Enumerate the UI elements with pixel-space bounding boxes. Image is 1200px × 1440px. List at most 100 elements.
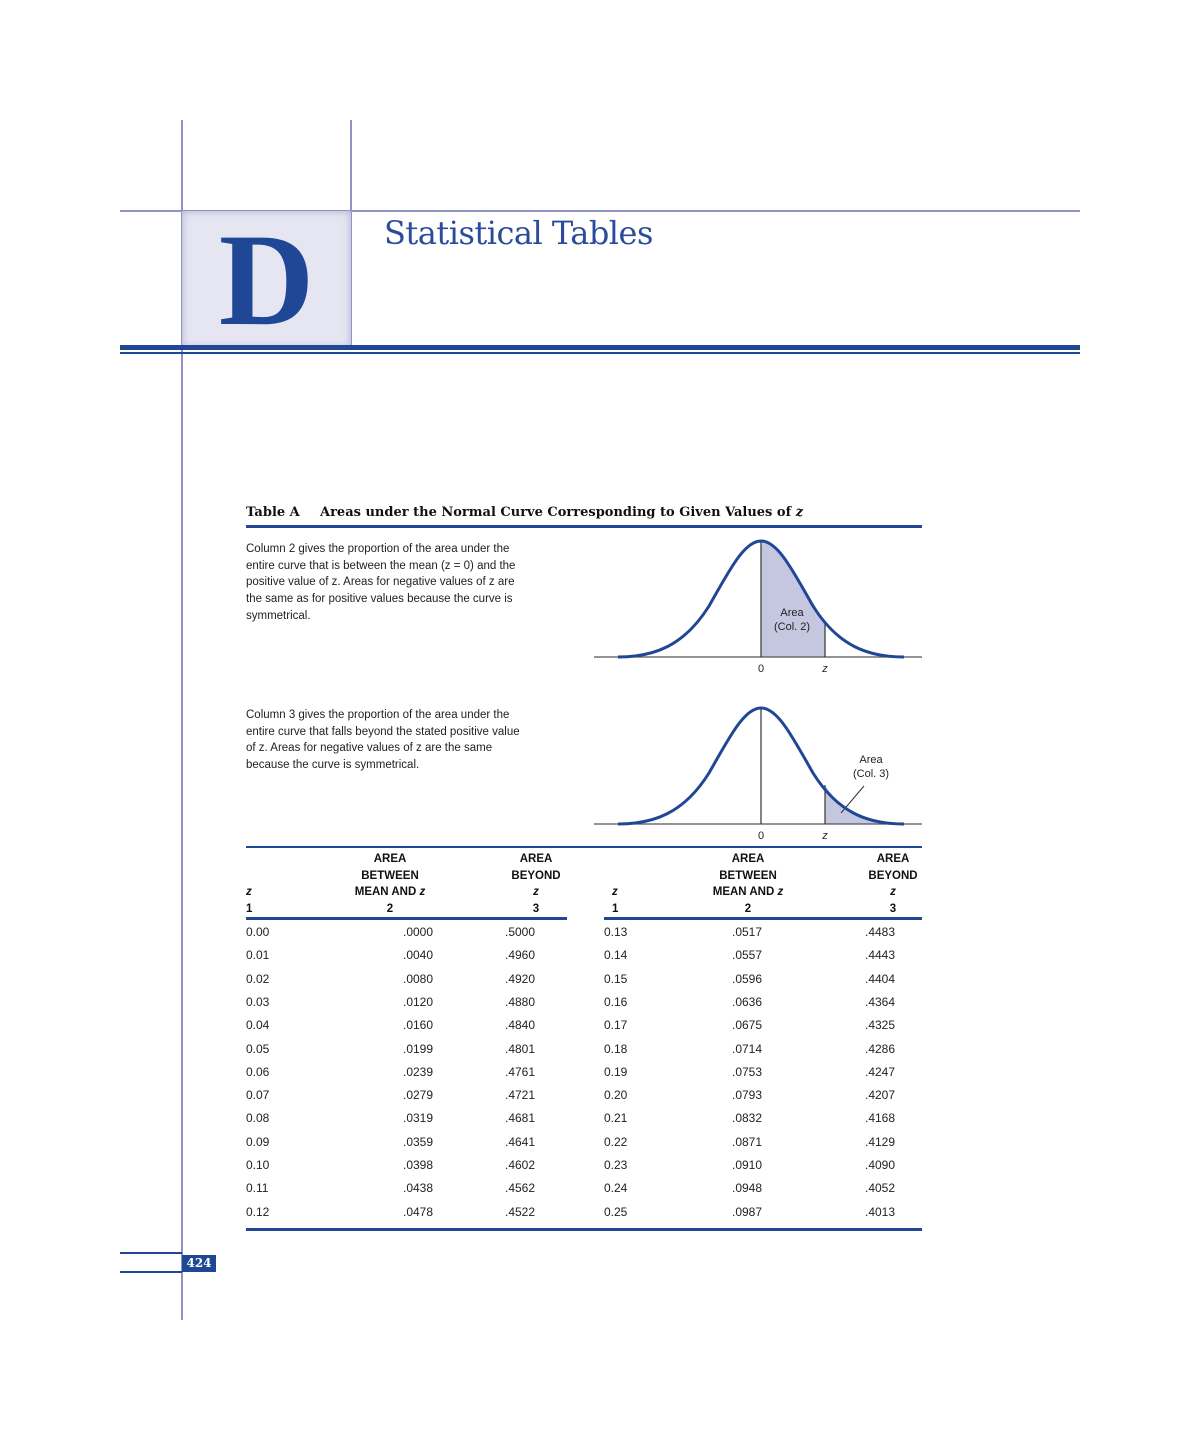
table-bottom-rule xyxy=(246,1228,922,1231)
area-beyond: .4129 xyxy=(865,1134,896,1149)
z-value: 0.03 xyxy=(246,994,270,1009)
table-title-variable: z xyxy=(795,505,804,520)
normal-curve-figure-col3: Area (Col. 3) 0 z xyxy=(594,706,922,842)
axis-z-label: z xyxy=(821,663,828,675)
z-value: 0.15 xyxy=(604,971,628,986)
z-value: 0.23 xyxy=(604,1158,628,1172)
area-col-label: (Col. 2) xyxy=(774,621,810,633)
area-between: .0753 xyxy=(732,1064,763,1079)
area-col-label: (Col. 3) xyxy=(853,768,889,780)
z-value: 0.04 xyxy=(246,1018,270,1033)
area-label: Area xyxy=(859,754,883,766)
area-beyond: .4325 xyxy=(865,1018,896,1033)
area-beyond: .4483 xyxy=(865,925,896,939)
table-title: Areas under the Normal Curve Correspondi… xyxy=(320,505,796,520)
right-header-col1: z 1 xyxy=(612,886,619,915)
area-between: .0040 xyxy=(403,948,434,963)
left-header-col2: AREA BETWEEN MEAN AND z 2 xyxy=(354,853,426,915)
right-header-col3: AREA BEYOND z 3 xyxy=(868,853,918,915)
area-between: .0832 xyxy=(732,1111,763,1126)
left-header-col1: z 1 xyxy=(246,886,253,915)
z-value: 0.06 xyxy=(246,1064,270,1079)
area-between: .0636 xyxy=(732,994,763,1009)
area-between: .0517 xyxy=(732,925,763,939)
z-value: 0.12 xyxy=(246,1204,270,1219)
right-header-rule xyxy=(604,917,922,920)
left-header-col3: AREA BEYOND z 3 xyxy=(511,853,561,915)
area-beyond: .4602 xyxy=(505,1158,536,1172)
area-between: .0557 xyxy=(732,948,763,963)
area-beyond: .4207 xyxy=(865,1088,896,1103)
area-beyond: .4364 xyxy=(865,994,896,1009)
area-beyond: .5000 xyxy=(505,925,536,939)
z-value: 0.20 xyxy=(604,1088,628,1103)
right-header-col2: AREA BETWEEN MEAN AND z 2 xyxy=(712,853,784,915)
area-between: .0596 xyxy=(732,971,763,986)
area-between: .0438 xyxy=(403,1181,434,1196)
left-header-rule xyxy=(246,917,567,920)
area-beyond: .4761 xyxy=(505,1064,536,1079)
area-beyond: .4286 xyxy=(865,1041,896,1056)
description-col2: Column 2 gives the proportion of the are… xyxy=(246,543,516,622)
z-value: 0.25 xyxy=(604,1204,628,1219)
shaded-area-between xyxy=(761,541,825,657)
description-col3: Column 3 gives the proportion of the are… xyxy=(246,709,520,772)
normal-curve xyxy=(617,706,905,826)
area-between: .0239 xyxy=(403,1064,434,1079)
area-beyond: .4404 xyxy=(865,971,896,986)
z-value: 0.00 xyxy=(246,925,270,939)
z-value: 0.18 xyxy=(604,1041,628,1056)
z-value: 0.16 xyxy=(604,994,628,1009)
area-between: .0160 xyxy=(403,1018,434,1033)
area-between: .0478 xyxy=(403,1204,434,1219)
area-between: .0910 xyxy=(732,1158,763,1172)
area-between: .0359 xyxy=(403,1134,434,1149)
area-between: .0319 xyxy=(403,1111,434,1126)
area-beyond: .4013 xyxy=(865,1204,896,1219)
z-value: 0.05 xyxy=(246,1041,270,1056)
area-between: .0948 xyxy=(732,1181,763,1196)
area-beyond: .4681 xyxy=(505,1111,536,1126)
area-beyond: .4522 xyxy=(505,1204,536,1219)
area-beyond: .4641 xyxy=(505,1134,536,1149)
area-label: Area xyxy=(780,607,804,619)
area-beyond: .4090 xyxy=(865,1158,896,1172)
area-beyond: .4801 xyxy=(505,1041,536,1056)
normal-curve xyxy=(617,539,905,659)
z-value: 0.21 xyxy=(604,1111,628,1126)
axis-z-label: z xyxy=(821,830,828,842)
z-value: 0.14 xyxy=(604,948,628,963)
area-beyond: .4052 xyxy=(865,1181,896,1196)
area-between: .0987 xyxy=(732,1204,763,1219)
shaded-area-beyond xyxy=(825,785,904,824)
table-label: Table A xyxy=(246,505,300,520)
area-between: .0714 xyxy=(732,1041,763,1056)
area-beyond: .4443 xyxy=(865,948,896,963)
frame-vertical-left xyxy=(181,120,183,1320)
area-beyond: .4960 xyxy=(505,948,536,963)
area-beyond: .4840 xyxy=(505,1018,536,1033)
z-value: 0.11 xyxy=(246,1181,269,1196)
area-between: .0279 xyxy=(403,1088,434,1103)
z-value: 0.10 xyxy=(246,1158,270,1172)
z-value: 0.13 xyxy=(604,925,628,939)
frame-horizontal-top xyxy=(120,210,1080,212)
axis-zero-label: 0 xyxy=(758,663,764,675)
normal-curve-figure-col2: Area (Col. 2) 0 z xyxy=(594,539,922,675)
axis-zero-label: 0 xyxy=(758,830,764,842)
table-caption: Table A Areas under the Normal Curve Corr… xyxy=(246,505,803,520)
page-rule-top xyxy=(120,1252,182,1254)
area-between: .0871 xyxy=(732,1134,763,1149)
area-beyond: .4920 xyxy=(505,971,536,986)
area-between: .0675 xyxy=(732,1018,763,1033)
chapter-letter: D xyxy=(218,206,315,353)
chapter-letter-box: D xyxy=(182,211,351,348)
caption-rule xyxy=(246,525,922,528)
area-between: .0793 xyxy=(732,1088,763,1103)
area-between: .0120 xyxy=(403,994,434,1009)
z-value: 0.17 xyxy=(604,1018,628,1033)
area-beyond: .4247 xyxy=(865,1064,896,1079)
chapter-title: Statistical Tables xyxy=(384,214,653,252)
z-value: 0.22 xyxy=(604,1134,628,1149)
page-rule-bottom xyxy=(120,1271,182,1273)
